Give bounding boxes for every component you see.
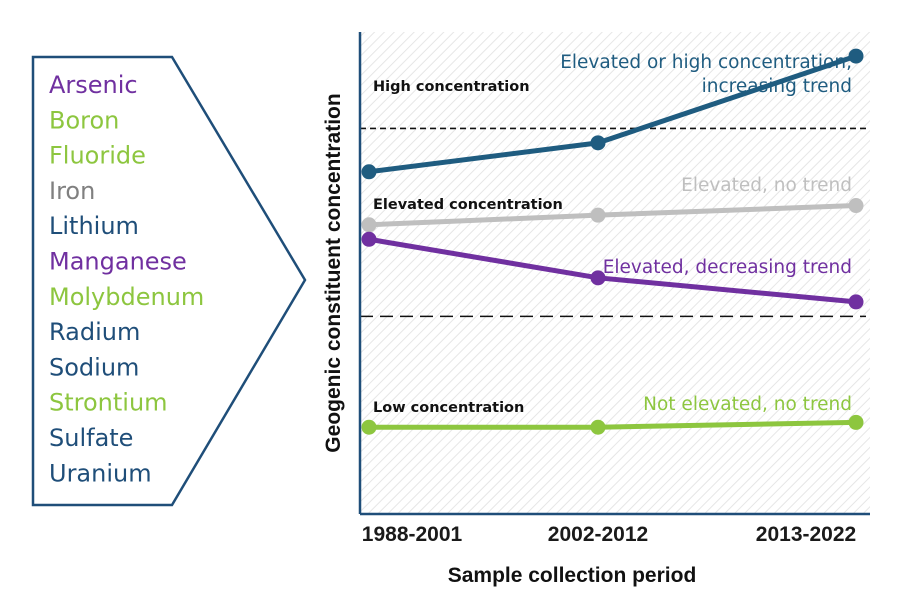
threshold-lines (360, 127, 866, 318)
series-annotation-elevated-no-trend-line-1: Elevated, no trend (681, 175, 852, 196)
data-point-not-elevated-no-trend-1 (361, 419, 377, 435)
zone-label-elevated: Elevated concentration (373, 197, 563, 213)
data-point-elevated-or-high-concentration-increasing-trend-2 (590, 135, 606, 151)
legend-item-sodium: Sodium (49, 353, 139, 381)
data-point-elevated-decreasing-trend-3 (848, 294, 864, 310)
series-annotations: Elevated or high concentration, increasin… (560, 52, 852, 415)
legend-item-manganese: Manganese (49, 248, 187, 276)
zone-label-high: High concentration (373, 79, 530, 95)
x-tick-label-2002-2012: 2002-2012 (548, 523, 648, 546)
legend-item-uranium: Uranium (49, 459, 152, 487)
x-tick-label-1988-2001: 1988-2001 (362, 523, 463, 546)
series-annotation-elevated-or-high-concentration-increasing-trend-line-2: increasing trend (702, 76, 852, 97)
zone-label-low: Low concentration (373, 400, 524, 416)
data-point-elevated-or-high-concentration-increasing-trend-3 (848, 48, 864, 64)
data-point-elevated-no-trend-2 (590, 207, 606, 223)
legend-item-iron: Iron (49, 177, 95, 205)
trend-chart: High concentration Elevated concentratio… (322, 32, 870, 587)
legend-item-radium: Radium (49, 318, 140, 346)
legend-item-arsenic: Arsenic (49, 71, 138, 99)
legend-panel-border (31, 55, 307, 507)
series-annotation-elevated-decreasing-trend-line-1: Elevated, decreasing trend (603, 257, 852, 278)
data-point-elevated-no-trend-1 (361, 217, 377, 233)
data-point-elevated-or-high-concentration-increasing-trend-1 (361, 164, 377, 180)
legend-item-strontium: Strontium (49, 389, 168, 417)
data-point-elevated-decreasing-trend-2 (590, 270, 606, 286)
legend-item-molybdenum: Molybdenum (49, 283, 204, 311)
x-axis-title: Sample collection period (448, 564, 697, 587)
data-point-elevated-decreasing-trend-1 (361, 231, 377, 247)
data-point-elevated-no-trend-3 (848, 198, 864, 214)
data-point-not-elevated-no-trend-2 (590, 419, 606, 435)
legend-items: Arsenic Boron Fluoride Iron Lithium Manganese… (49, 71, 204, 487)
legend-item-boron: Boron (49, 106, 119, 134)
legend-item-lithium: Lithium (49, 212, 139, 240)
series-annotation-elevated-or-high-concentration-increasing-trend-line-1: Elevated or high concentration, (560, 52, 852, 73)
legend-item-fluoride: Fluoride (49, 142, 146, 170)
x-tick-label-2013-2022: 2013-2022 (756, 523, 856, 546)
x-tick-labels: 1988-2001 2002-2012 2013-2022 (362, 523, 856, 546)
plot-background (360, 32, 870, 514)
series-annotation-not-elevated-no-trend-line-1: Not elevated, no trend (643, 394, 852, 415)
y-axis-title: Geogenic constituent concentration (322, 93, 345, 452)
legend-item-sulfate: Sulfate (49, 424, 133, 452)
constituent-legend-panel: Arsenic Boron Fluoride Iron Lithium Manganese… (31, 55, 307, 507)
series-lines (361, 48, 864, 435)
data-point-not-elevated-no-trend-3 (848, 414, 864, 430)
